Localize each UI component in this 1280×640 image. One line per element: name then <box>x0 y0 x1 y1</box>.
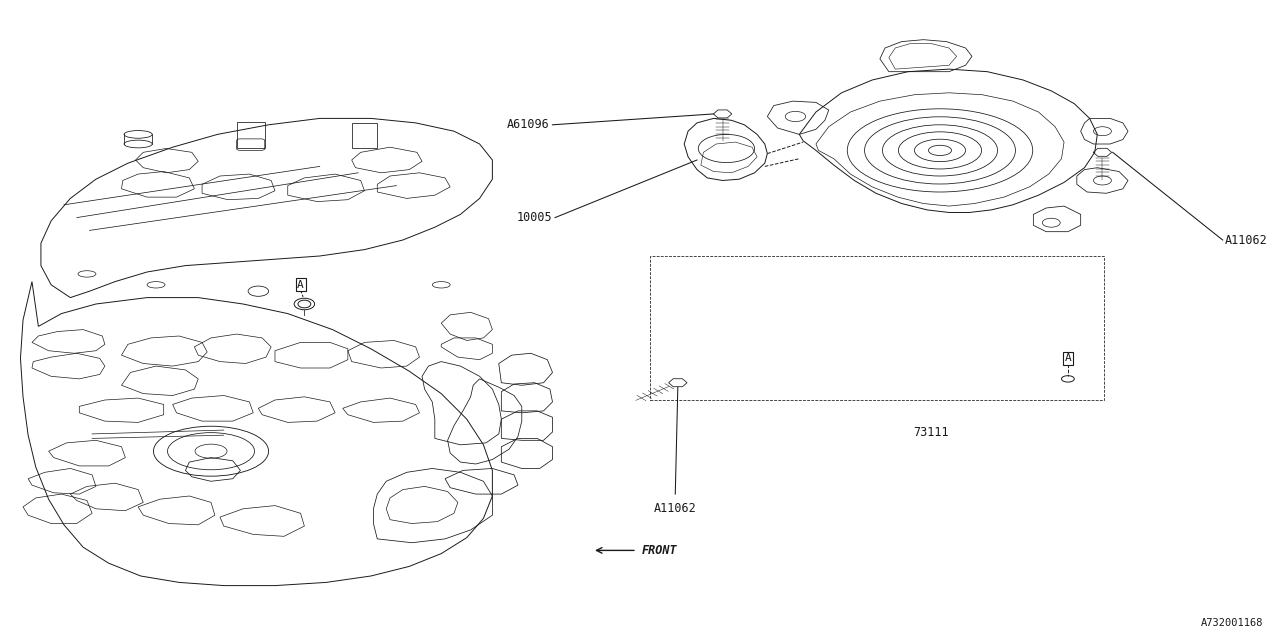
Text: A: A <box>1065 353 1071 364</box>
Text: FRONT: FRONT <box>643 544 677 557</box>
Bar <box>237 122 265 148</box>
Text: A732001168: A732001168 <box>1201 618 1263 628</box>
Bar <box>650 256 1103 400</box>
Bar <box>352 123 378 148</box>
Text: A61096: A61096 <box>507 118 550 131</box>
Text: 10005: 10005 <box>517 211 553 224</box>
Text: A11062: A11062 <box>654 502 696 515</box>
Text: A: A <box>297 280 303 290</box>
Text: 73111: 73111 <box>913 426 948 438</box>
Text: A11062: A11062 <box>1225 234 1268 246</box>
